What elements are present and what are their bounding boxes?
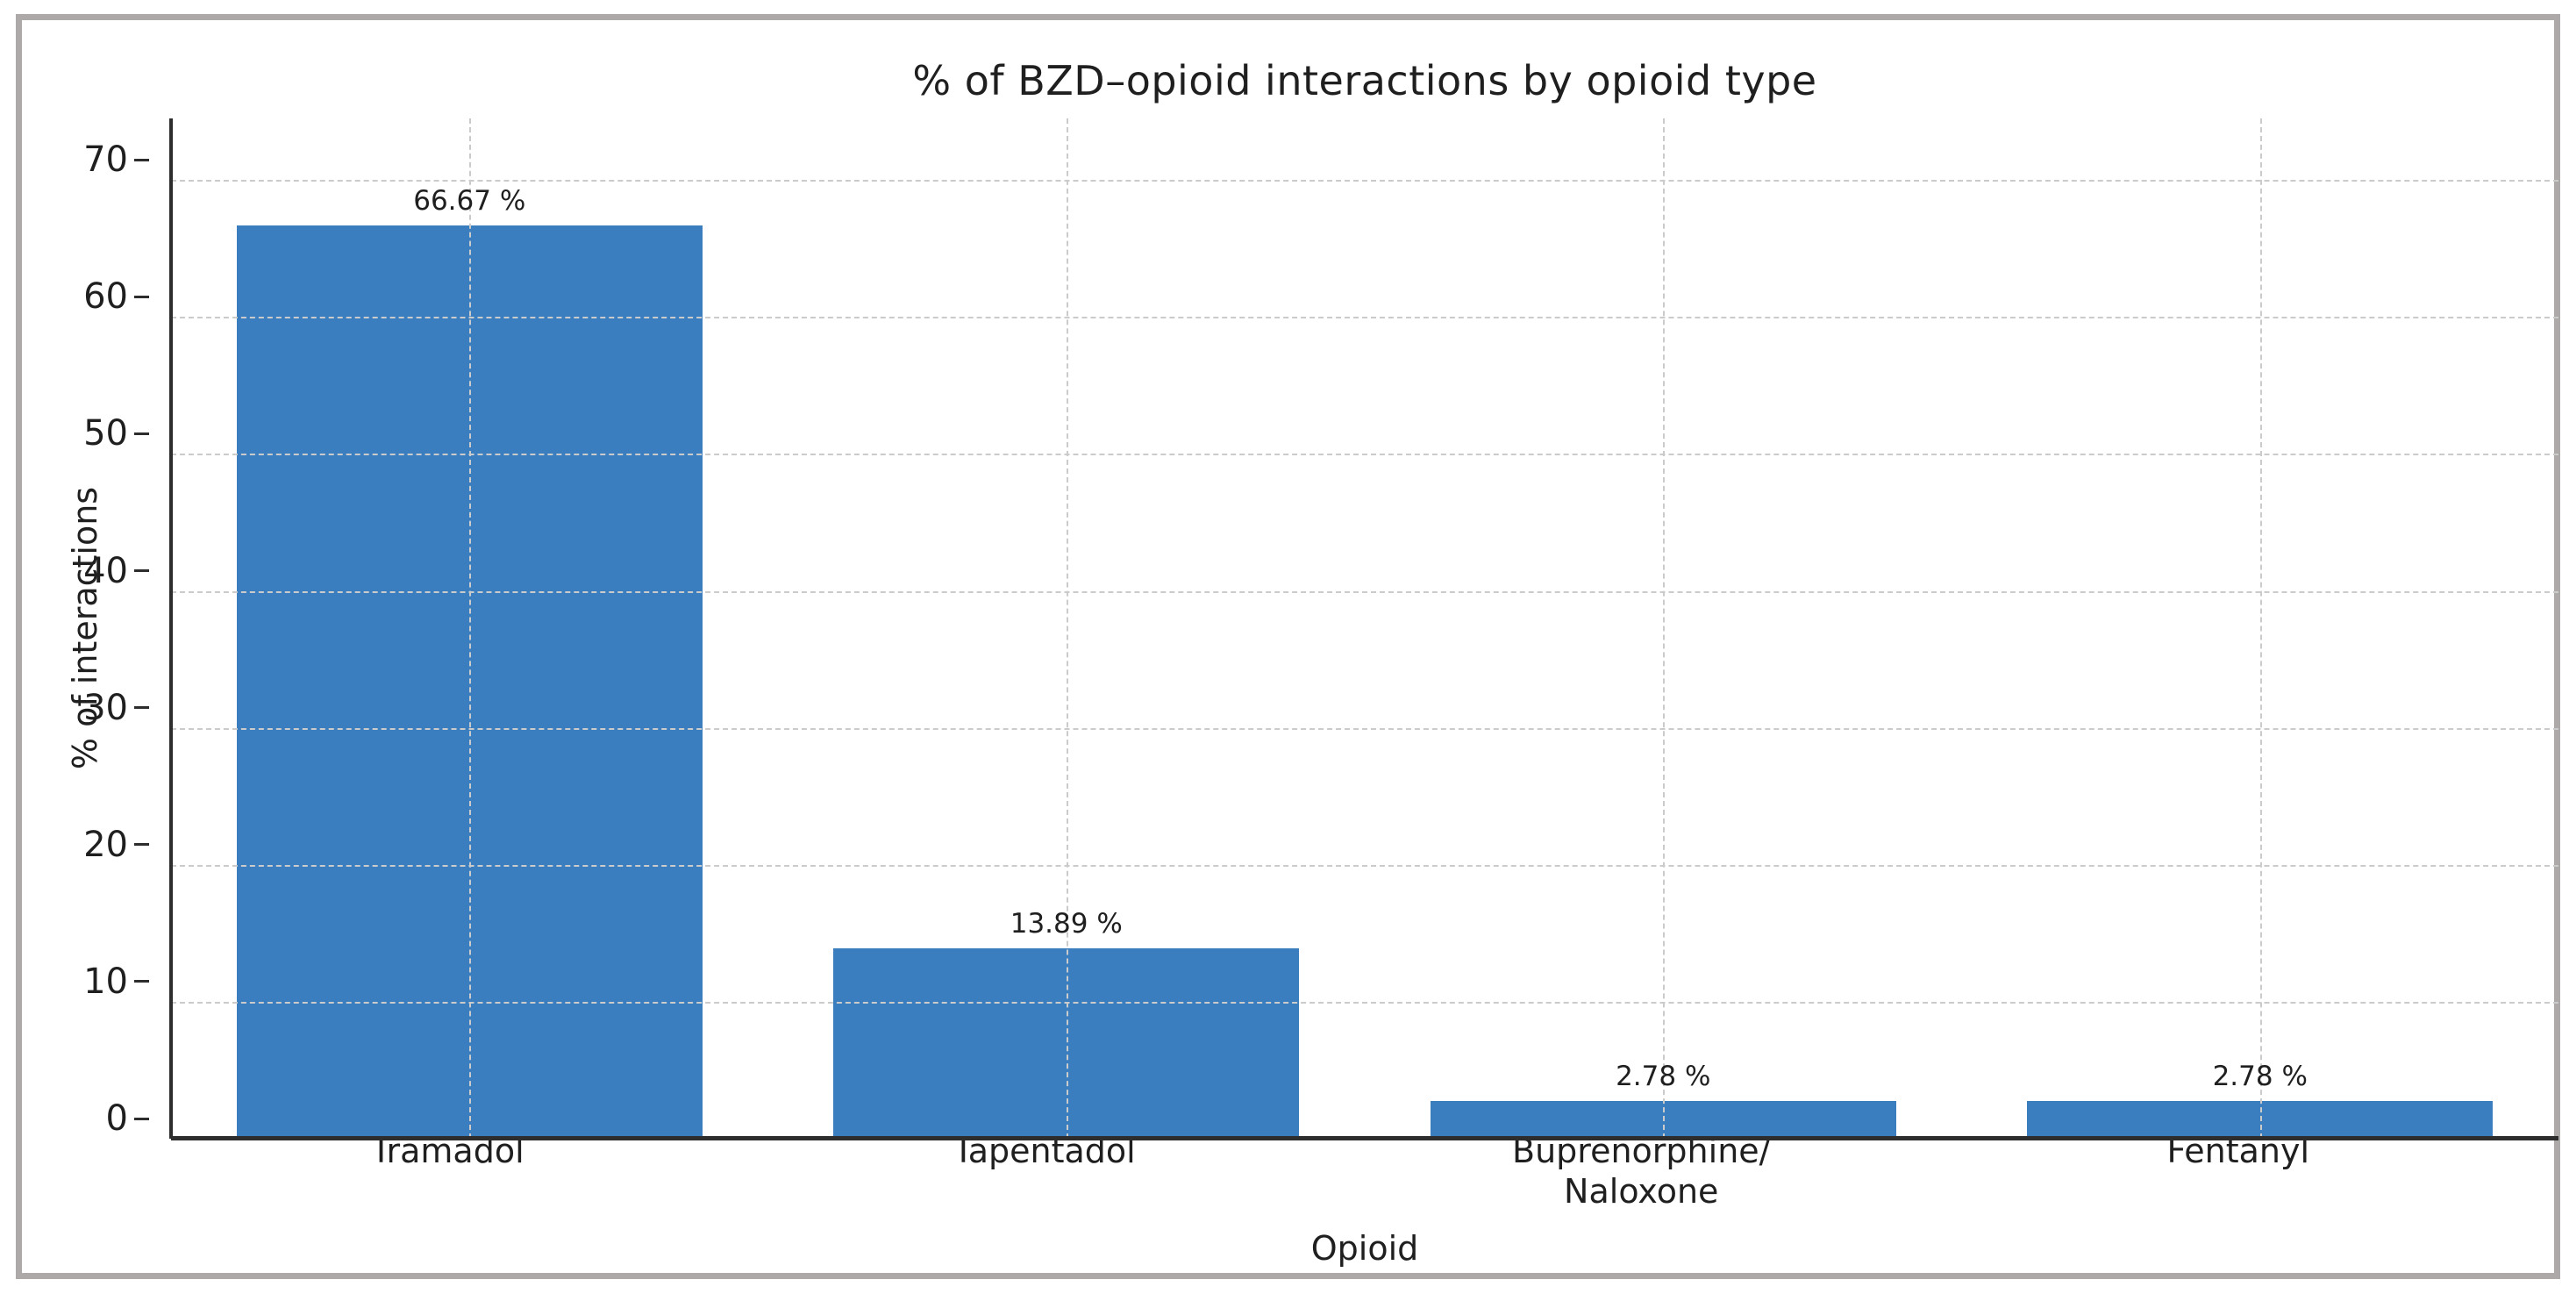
y-tick-label: 10 bbox=[83, 961, 128, 1002]
y-tick-label: 60 bbox=[83, 276, 128, 318]
bar-value-label: 2.78 % bbox=[1616, 1060, 1711, 1092]
y-tick-mark bbox=[134, 569, 149, 573]
figure-frame: % of BZD–opioid interactions by opioid t… bbox=[16, 14, 2560, 1279]
bar-value-label: 66.67 % bbox=[413, 185, 526, 218]
y-tick-mark bbox=[134, 980, 149, 983]
gridline-v bbox=[2259, 118, 2262, 1139]
gridline-v bbox=[1663, 118, 1666, 1139]
y-tick-mark bbox=[134, 432, 149, 435]
plot-area: 66.67 % 13.89 % 2.78 % 2.78 % bbox=[169, 118, 2558, 1140]
y-tick-mark bbox=[134, 843, 149, 847]
gridline-h bbox=[171, 1001, 2558, 1004]
x-tick-label: Buprenorphine/ Naloxone bbox=[1512, 1132, 1771, 1211]
gridline-v bbox=[469, 118, 472, 1139]
y-tick-mark bbox=[134, 706, 149, 710]
x-axis-spine bbox=[171, 1136, 2558, 1140]
y-tick-label: 40 bbox=[83, 550, 128, 591]
gridline-h bbox=[171, 727, 2558, 730]
y-tick-label: 0 bbox=[105, 1098, 128, 1139]
gridline-h bbox=[171, 454, 2558, 456]
y-tick-mark bbox=[134, 1117, 149, 1120]
y-tick-label: 70 bbox=[83, 139, 128, 181]
y-tick-label: 50 bbox=[83, 413, 128, 454]
y-tick-label: 20 bbox=[83, 824, 128, 865]
gridline-v bbox=[1066, 118, 1068, 1139]
bar-value-label: 13.89 % bbox=[1010, 908, 1123, 940]
gridline-h bbox=[171, 180, 2558, 182]
y-axis-spine bbox=[169, 118, 173, 1139]
y-tick-mark bbox=[134, 158, 149, 161]
gridline-h bbox=[171, 317, 2558, 319]
bar-value-label: 2.78 % bbox=[2212, 1060, 2308, 1092]
y-tick-label: 30 bbox=[83, 687, 128, 728]
chart-title: % of BZD–opioid interactions by opioid t… bbox=[912, 57, 1817, 104]
x-axis-label: Opioid bbox=[1310, 1229, 1419, 1268]
gridline-h bbox=[171, 864, 2558, 867]
gridline-h bbox=[171, 590, 2558, 593]
y-tick-mark bbox=[134, 295, 149, 298]
